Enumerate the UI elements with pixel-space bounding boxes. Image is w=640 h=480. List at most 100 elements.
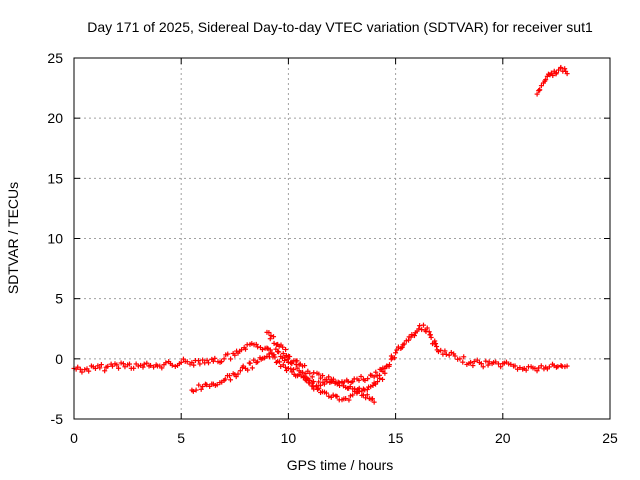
data-marker xyxy=(300,369,306,375)
chart-title: Day 171 of 2025, Sidereal Day-to-day VTE… xyxy=(87,19,593,35)
data-marker xyxy=(191,362,197,368)
data-marker xyxy=(316,386,322,392)
data-marker xyxy=(198,386,204,392)
data-marker xyxy=(190,388,196,394)
data-marker xyxy=(373,381,379,387)
data-point xyxy=(296,368,302,374)
data-point xyxy=(382,370,388,376)
data-marker xyxy=(399,344,405,350)
data-marker xyxy=(496,361,502,367)
data-point xyxy=(457,356,463,362)
data-marker xyxy=(288,366,294,372)
data-marker xyxy=(428,334,434,340)
data-point xyxy=(135,363,141,369)
data-marker xyxy=(159,365,165,371)
data-marker xyxy=(424,325,430,331)
data-marker xyxy=(259,347,265,353)
data-point xyxy=(232,352,238,358)
data-point xyxy=(82,367,88,373)
data-marker xyxy=(416,326,422,332)
data-marker xyxy=(558,64,564,70)
data-marker xyxy=(364,387,370,393)
data-marker xyxy=(411,333,417,339)
data-point xyxy=(564,71,570,77)
data-marker xyxy=(235,371,241,377)
data-marker xyxy=(347,384,353,390)
data-point xyxy=(210,358,216,364)
x-tick-label: 5 xyxy=(177,430,185,446)
data-marker xyxy=(375,379,381,385)
data-marker xyxy=(118,360,124,366)
data-marker xyxy=(283,347,289,353)
data-marker xyxy=(550,73,556,79)
data-point xyxy=(371,374,377,380)
data-marker xyxy=(79,369,85,375)
data-marker xyxy=(320,373,326,379)
data-marker xyxy=(290,367,296,373)
data-point xyxy=(92,365,98,371)
y-tick-label: 0 xyxy=(55,351,63,367)
data-marker xyxy=(97,365,103,371)
plot-frame xyxy=(73,57,611,420)
data-marker xyxy=(141,361,147,367)
x-tick-label: 15 xyxy=(388,430,404,446)
data-marker xyxy=(255,359,261,365)
y-tick-label: 15 xyxy=(47,170,63,186)
data-point xyxy=(178,359,184,365)
data-marker xyxy=(345,379,351,385)
data-point xyxy=(114,362,120,368)
data-marker xyxy=(222,376,228,382)
data-point xyxy=(253,341,259,347)
data-marker xyxy=(534,368,540,374)
data-marker xyxy=(537,87,543,93)
data-marker xyxy=(362,377,368,383)
data-marker xyxy=(392,355,398,361)
data-marker xyxy=(356,389,362,395)
data-marker xyxy=(523,367,529,373)
data-marker xyxy=(148,362,154,368)
data-marker xyxy=(330,392,336,398)
data-marker xyxy=(321,381,327,387)
data-point xyxy=(189,359,195,365)
data-marker xyxy=(555,364,561,370)
data-marker xyxy=(452,353,458,359)
data-marker xyxy=(326,374,332,380)
data-point xyxy=(420,322,426,328)
data-point xyxy=(371,399,377,405)
grid xyxy=(74,58,610,419)
data-marker xyxy=(401,341,407,347)
data-points xyxy=(71,64,570,405)
data-marker xyxy=(127,361,133,367)
data-marker xyxy=(225,351,231,357)
data-point xyxy=(307,380,313,386)
data-marker xyxy=(485,362,491,368)
data-marker xyxy=(562,66,568,72)
data-marker xyxy=(442,348,448,354)
data-marker xyxy=(247,360,253,366)
data-point xyxy=(393,350,399,356)
data-marker xyxy=(280,350,286,356)
data-marker xyxy=(214,382,220,388)
data-marker xyxy=(358,373,364,379)
data-marker xyxy=(294,358,300,364)
data-point xyxy=(264,345,270,351)
data-point xyxy=(350,392,356,398)
data-marker xyxy=(240,363,246,369)
data-marker xyxy=(356,377,362,383)
data-point xyxy=(200,357,206,363)
data-marker xyxy=(309,374,315,380)
data-marker xyxy=(304,375,310,381)
data-marker xyxy=(548,70,554,76)
data-marker xyxy=(233,374,239,380)
data-marker xyxy=(553,70,559,76)
x-tick-label: 0 xyxy=(70,430,78,446)
data-marker xyxy=(271,352,277,358)
data-marker xyxy=(278,363,284,369)
data-marker xyxy=(483,358,489,364)
data-marker xyxy=(460,359,466,365)
data-point xyxy=(200,384,206,390)
data-marker xyxy=(302,363,308,369)
y-tick-label: 25 xyxy=(47,50,63,66)
data-point xyxy=(243,346,249,352)
